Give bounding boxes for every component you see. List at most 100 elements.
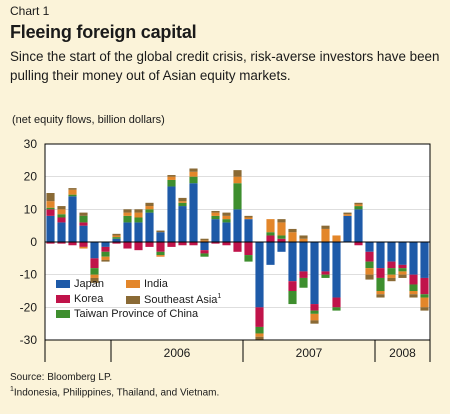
bar-segment <box>46 193 55 202</box>
bar-segment <box>299 242 308 272</box>
legend-southeast-asia-label: Southeast Asia <box>144 293 218 306</box>
bar-segment <box>420 294 429 298</box>
bar-segment <box>79 215 88 223</box>
footnote-mark: 1 <box>10 386 14 393</box>
y-tick-label: 30 <box>24 137 38 151</box>
bar-segment <box>277 238 286 242</box>
bar-segment <box>233 242 242 252</box>
legend-japan: Japan <box>56 278 104 290</box>
bar-segment <box>68 194 77 197</box>
bar-segment <box>156 251 165 256</box>
bar-segment <box>68 189 77 195</box>
bar-segment <box>79 246 88 249</box>
bar-segment <box>68 242 77 246</box>
bar-segment <box>178 197 187 202</box>
bar-segment <box>376 242 385 269</box>
bar-segment <box>310 310 319 314</box>
bar-segment <box>288 281 297 291</box>
bar-segment <box>244 242 253 256</box>
bar-segment <box>189 176 198 184</box>
bar-segment <box>79 222 88 226</box>
y-tick-label: 20 <box>24 170 38 184</box>
bar-segment <box>376 294 385 298</box>
bar-segment <box>123 222 132 242</box>
bar-segment <box>332 307 341 311</box>
bar-segment <box>310 320 319 324</box>
bar-segment <box>365 261 374 269</box>
footnote: 1Indonesia, Philippines, Thailand, and V… <box>10 386 219 398</box>
bar-segment <box>46 207 55 210</box>
bar-segment <box>178 202 187 207</box>
bar-segment <box>266 219 275 233</box>
bar-segment <box>233 183 242 210</box>
bar-segment <box>211 210 220 213</box>
bar-segment <box>255 307 264 327</box>
bar-segment <box>233 176 242 184</box>
bar-segment <box>321 225 330 229</box>
bar-segment <box>409 291 418 295</box>
bar-segment <box>233 170 242 177</box>
bar-segment <box>79 242 88 247</box>
legend-korea-swatch <box>56 295 70 304</box>
legend-taiwan: Taiwan Province of China <box>56 308 198 320</box>
bar-segment <box>343 212 352 215</box>
bar-segment <box>299 238 308 242</box>
legend-taiwan-swatch <box>56 310 70 319</box>
bar-segment <box>409 274 418 285</box>
bar-segment <box>376 291 385 295</box>
bar-segment <box>321 228 330 242</box>
bar-segment <box>46 201 55 208</box>
bar-segment <box>123 209 132 213</box>
bar-segment <box>178 206 187 242</box>
bar-segment <box>387 277 396 282</box>
bar-segment <box>156 255 165 257</box>
bar-segment <box>420 242 429 278</box>
bar-segment <box>112 238 121 242</box>
bar-segment <box>90 258 99 269</box>
bar-segment <box>398 264 407 269</box>
bar-segment <box>398 271 407 275</box>
bar-segment <box>123 215 132 223</box>
bar-segment <box>288 228 297 233</box>
bar-segment <box>101 251 110 257</box>
bar-segment <box>57 209 66 215</box>
bar-segment <box>299 271 308 278</box>
plot-frame <box>44 143 431 341</box>
bar-segment <box>398 242 407 265</box>
x-tick-label: 2008 <box>389 346 416 360</box>
bar-segment <box>189 183 198 242</box>
bar-segment <box>211 215 220 220</box>
bar-segment <box>255 242 264 308</box>
bar-segment <box>332 242 341 298</box>
bar-segment <box>398 268 407 272</box>
bar-segment <box>134 212 143 218</box>
source-note: Source: Bloomberg LP. <box>10 372 113 383</box>
bar-segment <box>332 235 341 242</box>
bar-segment <box>134 217 143 223</box>
y-tick-label: -30 <box>20 333 38 347</box>
bar-segment <box>167 179 176 187</box>
bar-segment <box>376 268 385 278</box>
y-tick-label: -10 <box>20 268 38 282</box>
bar-segment <box>112 242 121 244</box>
bar-segment <box>244 255 253 262</box>
legend-india-label: India <box>144 278 168 291</box>
unit-label: (net equity flows, billion dollars) <box>12 114 165 126</box>
bar-segment <box>123 212 132 216</box>
bar-segment <box>310 304 319 311</box>
bar-segment <box>365 251 374 262</box>
bar-segment <box>46 215 55 242</box>
bar-segment <box>387 242 396 262</box>
bar-segment <box>101 256 110 260</box>
legend-southeast-asia: Southeast Asia1 <box>126 293 221 306</box>
bar-segment <box>365 242 374 252</box>
bar-segment <box>68 188 77 190</box>
bar-segment <box>134 242 143 251</box>
bar-segment <box>222 222 231 242</box>
chart-subtitle: Since the start of the global credit cri… <box>10 49 440 83</box>
bar-segment <box>266 242 275 265</box>
legend-india: India <box>126 278 168 290</box>
bar-segment <box>222 212 231 216</box>
bar-segment <box>101 259 110 262</box>
